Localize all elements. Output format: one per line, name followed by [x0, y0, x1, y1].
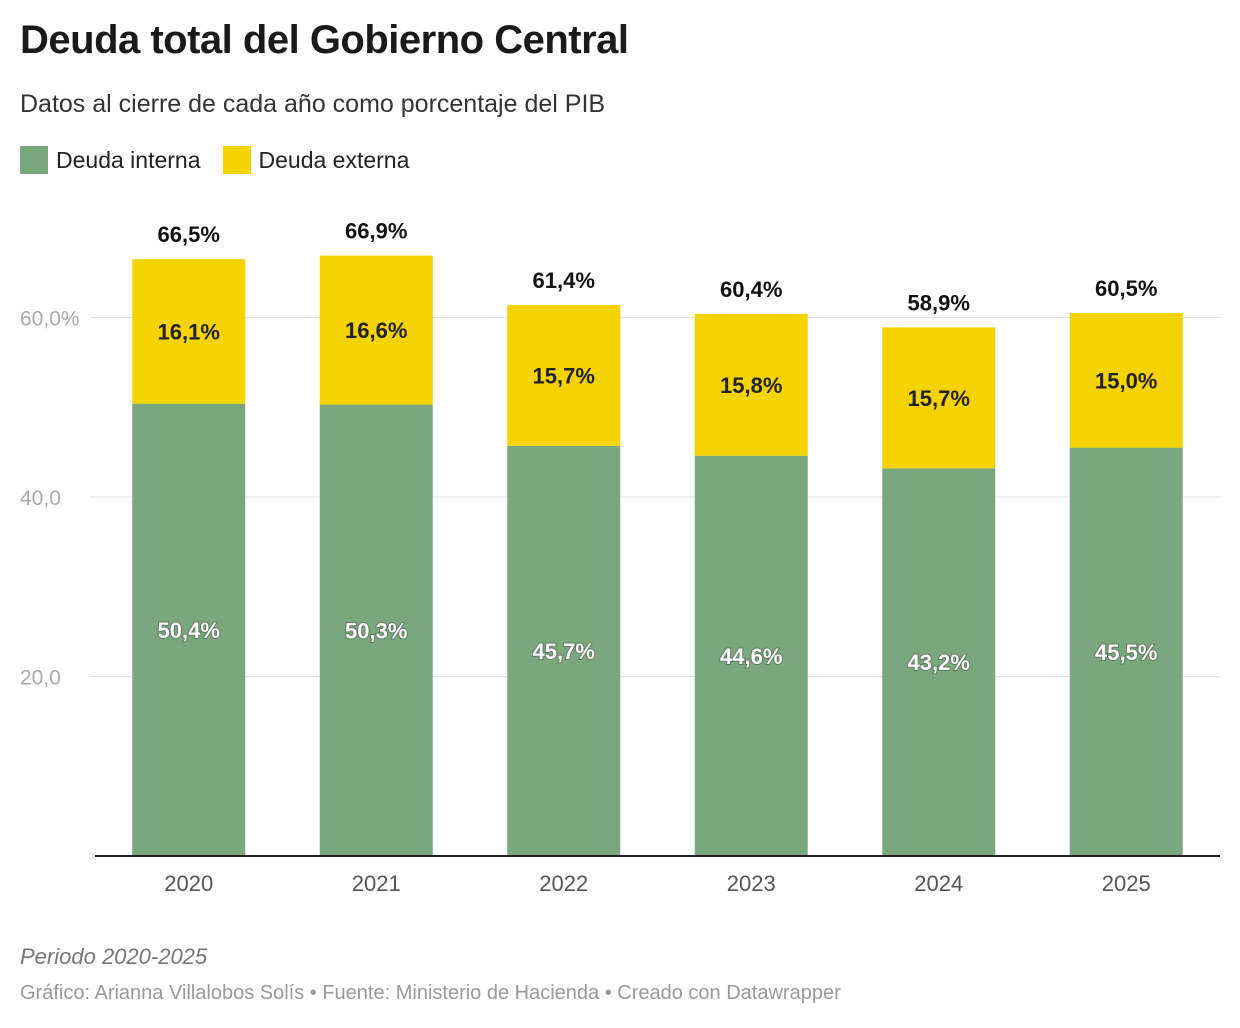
segment-label: 16,6%	[345, 318, 407, 343]
legend-item-externa: Deuda externa	[222, 146, 410, 174]
segment-label: 50,3%	[345, 618, 407, 643]
x-tick-label: 2023	[727, 871, 776, 896]
segment-label: 16,1%	[158, 319, 220, 344]
chart-title: Deuda total del Gobierno Central	[20, 18, 629, 62]
legend-label-interna: Deuda interna	[56, 146, 201, 173]
x-tick-label: 2025	[1102, 871, 1151, 896]
segment-label: 50,4%	[158, 618, 220, 643]
legend: Deuda interna Deuda externa	[20, 146, 409, 174]
segment-label: 44,6%	[720, 644, 782, 669]
total-label: 58,9%	[908, 290, 970, 315]
legend-swatch-interna	[20, 146, 48, 174]
bar-interna-2021	[319, 404, 433, 856]
y-tick-label: 20,0	[20, 667, 61, 690]
bar-externa-2023	[694, 313, 808, 456]
segment-label: 15,7%	[908, 386, 970, 411]
notes: Periodo 2020-2025	[20, 944, 208, 969]
total-label: 60,4%	[720, 277, 782, 302]
segment-label: 45,5%	[1095, 640, 1157, 665]
x-tick-label: 2024	[914, 871, 963, 896]
legend-swatch-externa	[222, 146, 251, 174]
total-label: 66,5%	[158, 222, 220, 247]
bar-interna-2024	[882, 468, 996, 856]
segment-label: 45,7%	[533, 639, 595, 664]
segment-label: 15,8%	[720, 373, 782, 398]
bar-externa-2020	[132, 259, 246, 404]
y-tick-label: 60,0%	[20, 308, 80, 331]
bar-externa-2024	[882, 327, 996, 469]
bar-externa-2025	[1069, 313, 1183, 448]
segment-label: 43,2%	[908, 650, 970, 675]
bar-externa-2021	[319, 255, 433, 405]
bar-externa-2022	[507, 304, 621, 446]
x-tick-label: 2021	[352, 871, 401, 896]
segment-label: 15,0%	[1095, 368, 1157, 393]
total-label: 61,4%	[533, 268, 595, 293]
legend-label-externa: Deuda externa	[258, 146, 410, 173]
bar-interna-2020	[132, 403, 246, 856]
total-label: 66,9%	[345, 219, 407, 244]
total-label: 60,5%	[1095, 276, 1157, 301]
bar-interna-2025	[1069, 447, 1183, 856]
legend-item-interna: Deuda interna	[20, 146, 201, 174]
y-tick-label: 40,0	[20, 487, 61, 510]
segment-label: 15,7%	[533, 363, 595, 388]
bar-interna-2022	[507, 445, 621, 856]
chart-subtitle: Datos al cierre de cada año como porcent…	[20, 90, 606, 118]
x-tick-label: 2022	[539, 871, 588, 896]
x-tick-label: 2020	[164, 871, 213, 896]
bar-interna-2023	[694, 455, 808, 856]
footer: Gráfico: Arianna Villalobos Solís • Fuen…	[20, 982, 841, 1004]
